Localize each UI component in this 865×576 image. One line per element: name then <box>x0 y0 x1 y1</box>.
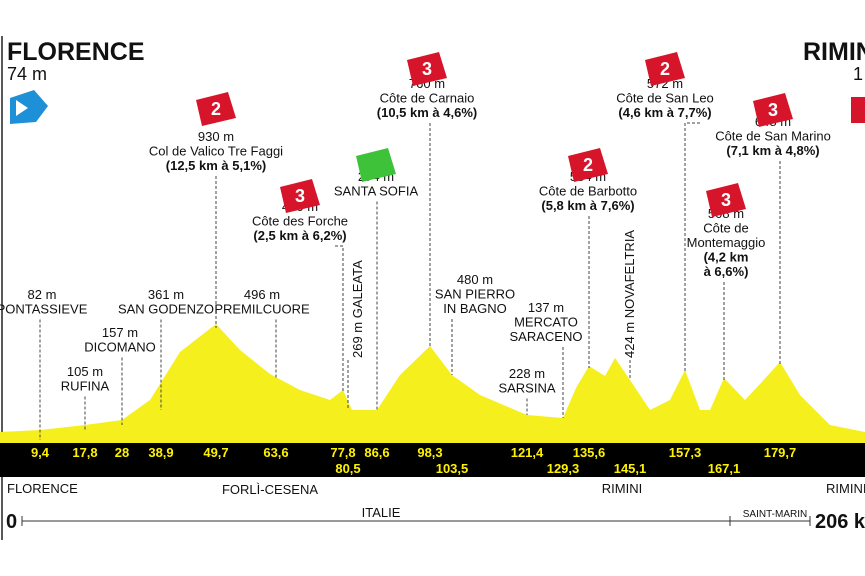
climb-badge <box>645 52 685 86</box>
region: FLORENCE <box>7 481 78 496</box>
place-name: SARSINA <box>498 381 555 396</box>
climb-badge <box>753 93 793 127</box>
leader-line <box>684 122 700 372</box>
climb-category: 3 <box>295 186 305 206</box>
km-label: 49,7 <box>203 445 228 460</box>
distance-end: 206 k <box>815 511 865 533</box>
climb-badge <box>196 92 236 126</box>
place-name: Côte de San Marino <box>715 129 831 144</box>
distance-start: 0 <box>6 511 17 533</box>
km-label: 17,8 <box>72 445 97 460</box>
climb-badge <box>407 52 447 86</box>
km-bar <box>0 443 865 477</box>
altitude: 480 m <box>457 272 493 287</box>
climb-category: 3 <box>721 190 731 210</box>
altitude: 105 m <box>67 364 103 379</box>
km-label: 167,1 <box>708 461 741 476</box>
km-label: 80,5 <box>335 461 360 476</box>
km-label: 157,3 <box>669 445 702 460</box>
km-label: 121,4 <box>511 445 544 460</box>
place-name: Côte des Forche <box>252 214 348 229</box>
place-name: SANTA SOFIA <box>334 184 419 199</box>
altitude: 82 m <box>28 287 57 302</box>
altitude: 228 m <box>509 366 545 381</box>
climb-detail: (2,5 km à 6,2%) <box>253 228 346 243</box>
region: RIMINI <box>602 481 642 496</box>
km-label: 129,3 <box>547 461 580 476</box>
climb-badge <box>568 148 608 182</box>
place-name: DICOMANO <box>84 340 156 355</box>
km-label: 98,3 <box>417 445 442 460</box>
leader-line <box>335 245 344 392</box>
climb-detail: (4,2 km <box>704 250 749 265</box>
start-name: FLORENCE <box>7 38 145 66</box>
climb-detail: (7,1 km à 4,8%) <box>726 143 819 158</box>
place-name: PREMILCUORE <box>214 302 310 317</box>
place-name: RUFINA <box>61 379 110 394</box>
km-label: 179,7 <box>764 445 797 460</box>
place-name: SAN PIERRO <box>435 287 515 302</box>
climb-category: 3 <box>422 59 432 79</box>
place-name: SAN GODENZO <box>118 302 214 317</box>
region: RIMINI <box>826 481 865 496</box>
km-label: 103,5 <box>436 461 469 476</box>
place-name: Côte de San Leo <box>616 91 714 106</box>
country: ITALIE <box>362 505 401 520</box>
climb-badge <box>280 179 320 213</box>
start-icon-arrow <box>16 100 28 116</box>
place-name: Col de Valico Tre Faggi <box>149 144 283 159</box>
climb-category: 2 <box>660 59 670 79</box>
km-label: 77,8 <box>330 445 355 460</box>
place-name: IN BAGNO <box>443 301 507 316</box>
place-name: PONTASSIEVE <box>0 302 88 317</box>
place-name: Côte de Barbotto <box>539 184 637 199</box>
climb-category: 2 <box>583 155 593 175</box>
finish-name: RIMINI <box>803 38 865 66</box>
climb-detail: à 6,6%) <box>704 264 749 279</box>
start-icon <box>10 90 48 124</box>
km-label: 145,1 <box>614 461 647 476</box>
climb-badge <box>706 183 746 217</box>
climb-category: 3 <box>768 100 778 120</box>
altitude: 137 m <box>528 300 564 315</box>
profile-area <box>0 324 865 444</box>
place-name: Côte de <box>703 221 749 236</box>
place-name: MERCATO <box>514 315 578 330</box>
start-altitude: 74 m <box>7 64 47 84</box>
finish-icon <box>851 97 865 123</box>
km-label: 86,6 <box>364 445 389 460</box>
climb-detail: (12,5 km à 5,1%) <box>166 158 266 173</box>
altitude: 930 m <box>198 129 234 144</box>
finish-altitude: 1 <box>853 64 863 84</box>
climb-category: 2 <box>211 99 221 119</box>
altitude: 157 m <box>102 325 138 340</box>
vertical-label: 269 m GALEATA <box>350 260 365 358</box>
km-label: 28 <box>115 445 129 460</box>
place-name: Côte de Carnaio <box>380 91 475 106</box>
place-name: Montemaggio <box>687 235 766 250</box>
climb-detail: (5,8 km à 7,6%) <box>541 198 634 213</box>
place-name: SARACENO <box>510 329 583 344</box>
km-label: 9,4 <box>31 445 50 460</box>
km-label: 38,9 <box>148 445 173 460</box>
region: FORLÌ-CESENA <box>222 482 318 497</box>
country: SAINT-MARIN <box>743 509 807 520</box>
sprint-badge <box>356 148 396 182</box>
km-label: 135,6 <box>573 445 606 460</box>
km-label: 63,6 <box>263 445 288 460</box>
altitude: 496 m <box>244 287 280 302</box>
altitude: 361 m <box>148 287 184 302</box>
climb-detail: (10,5 km à 4,6%) <box>377 105 477 120</box>
vertical-label: 424 m NOVAFELTRIA <box>622 230 637 358</box>
climb-detail: (4,6 km à 7,7%) <box>618 105 711 120</box>
